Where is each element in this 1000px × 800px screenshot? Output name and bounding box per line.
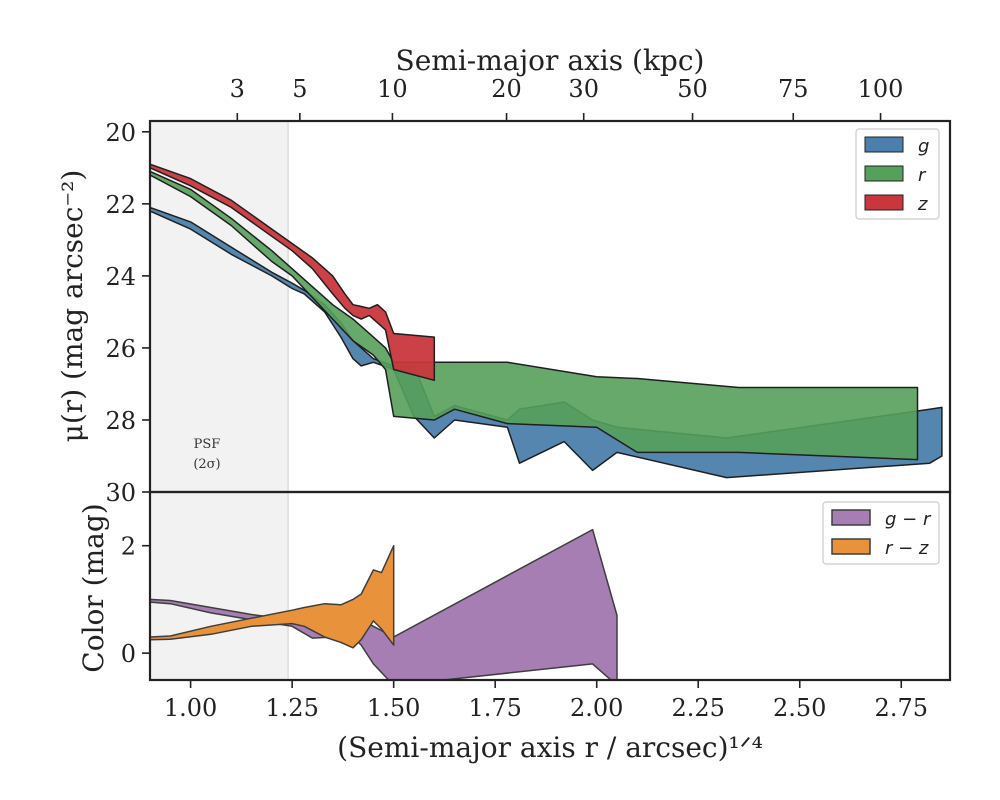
psf-shade xyxy=(150,121,289,680)
legend-label-z: z xyxy=(917,194,928,215)
legend-bottom: g − r r − z xyxy=(822,501,940,565)
top-axis-tick-label: 20 xyxy=(491,75,522,103)
legend-label-r: r xyxy=(918,165,927,186)
y-tick-label-top: 22 xyxy=(105,191,136,219)
x-tick-label: 1.00 xyxy=(164,694,217,722)
series-band-z xyxy=(150,163,436,382)
legend-label-r-z: r − z xyxy=(885,538,929,559)
top-axis-tick-label: 75 xyxy=(778,75,809,103)
legend-swatch-r xyxy=(864,165,904,182)
series-layer xyxy=(150,163,943,680)
y-tick-label-bottom: 0 xyxy=(121,640,136,668)
series-band-r-z xyxy=(150,544,395,649)
legend-label-g-r: g − r xyxy=(885,509,932,530)
y-tick-label-top: 20 xyxy=(105,119,136,147)
top-axis-label: Semi-major axis (kpc) xyxy=(396,44,705,77)
psf-shade-layer xyxy=(150,121,289,680)
x-tick-label: 2.75 xyxy=(875,694,928,722)
top-axis-tick-label: 10 xyxy=(377,75,408,103)
x-tick-label: 1.25 xyxy=(265,694,318,722)
x-tick-label: 1.75 xyxy=(468,694,521,722)
x-axis-label: (Semi-major axis r / arcsec)¹ᐟ⁴ xyxy=(337,731,763,764)
legend-top: g r z xyxy=(855,128,940,220)
frame-layer xyxy=(148,119,952,682)
legend-label-g: g xyxy=(918,136,929,157)
y-tick-label-top: 26 xyxy=(105,335,136,363)
x-tick-label: 2.00 xyxy=(570,694,623,722)
psf-sigma-label: (2σ) xyxy=(193,457,220,472)
top-axis-tick-label: 100 xyxy=(858,75,904,103)
x-tick-label: 2.50 xyxy=(773,694,826,722)
legend-swatch-z xyxy=(864,194,904,211)
ticks-layer: 3 5 10 20 30 50 75 100 20 22 24 26 28 30 0 2 1.00 1.25 1.5… xyxy=(105,75,928,722)
bottom-panel-frame xyxy=(148,490,952,682)
legend-swatch-r-z xyxy=(831,538,871,555)
y-tick-label-top: 28 xyxy=(105,407,136,435)
y-axis-label-top: μ(r) (mag arcsec⁻²) xyxy=(56,170,89,443)
top-axis-tick-label: 3 xyxy=(230,75,245,103)
x-tick-label: 1.50 xyxy=(367,694,420,722)
y-tick-label-top: 24 xyxy=(105,263,136,291)
series-band-r xyxy=(150,170,919,461)
psf-label: PSF xyxy=(194,437,221,452)
y-axis-label-bottom: Color (mag) xyxy=(77,503,110,672)
x-tick-label: 2.25 xyxy=(672,694,725,722)
y-tick-label-top: 30 xyxy=(105,479,136,507)
legend-swatch-g xyxy=(864,136,904,153)
top-axis-tick-label: 5 xyxy=(292,75,307,103)
top-axis-tick-label: 50 xyxy=(677,75,708,103)
top-axis-tick-label: 30 xyxy=(568,75,599,103)
y-tick-label-bottom: 2 xyxy=(121,533,136,561)
legend-swatch-g-r xyxy=(831,509,871,526)
